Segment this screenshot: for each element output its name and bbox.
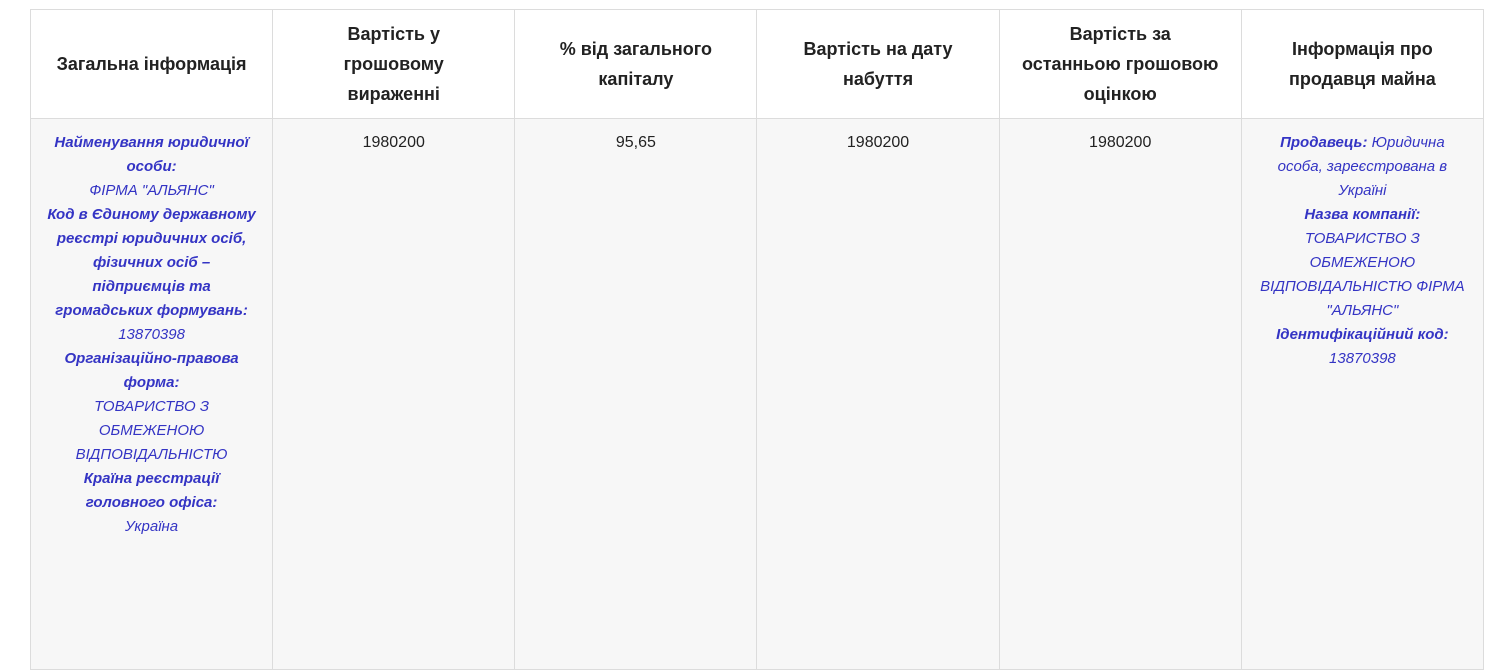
- column-header: Вартість на дату набуття: [756, 9, 1000, 119]
- info-group: Код в Єдиному державному реєстрі юридичн…: [45, 203, 258, 347]
- column-header: Вартість у грошовому вираженні: [272, 9, 516, 119]
- seller-item: Назва компанії: ТОВАРИСТВО З ОБМЕЖЕНОЮ В…: [1256, 203, 1469, 323]
- column-header: % від загального капіталу: [514, 9, 758, 119]
- cell: 1980200: [272, 118, 516, 670]
- column-header: Інформація про продавця майна: [1240, 9, 1485, 119]
- info-label: Організаційно-правова форма:: [64, 350, 239, 391]
- cell: 95,65: [514, 118, 758, 670]
- seller-item: Ідентифікаційний код: 13870398: [1256, 323, 1469, 371]
- seller-value: Юридична особа, зареєстрована в Україні: [1277, 134, 1448, 199]
- info-label: Код в Єдиному державному реєстрі юридичн…: [47, 206, 256, 319]
- cell: 1980200: [998, 118, 1242, 670]
- header-row: Загальна інформація Вартість у грошовому …: [29, 9, 1485, 119]
- info-value: Україна: [125, 518, 179, 535]
- label-line: Організаційно-правова форма:: [45, 347, 258, 395]
- cell: 1980200: [756, 118, 1000, 670]
- last-valuation: 1980200: [1089, 134, 1152, 151]
- data-row: Найменування юридичної особи: ФІРМА "АЛЬЯ…: [29, 118, 1485, 670]
- seller-label: Продавець:: [1280, 134, 1368, 151]
- info-group: Найменування юридичної особи: ФІРМА "АЛЬЯ…: [45, 131, 258, 203]
- monetary-value: 1980200: [362, 134, 425, 151]
- label-line: Код в Єдиному державному реєстрі юридичн…: [45, 203, 258, 323]
- info-label: Найменування юридичної особи:: [54, 134, 249, 175]
- page: {"table": { "header": ["Загальна інформа…: [29, 9, 1485, 670]
- info-label: Країна реєстрації головного офіса:: [83, 470, 220, 511]
- capital-percent: 95,65: [615, 134, 656, 151]
- acquisition-value: 1980200: [846, 134, 910, 151]
- seller-cell: Продавець: Юридична особа, зареєстрована…: [1240, 118, 1485, 670]
- label-line: Найменування юридичної особи:: [45, 131, 258, 179]
- info-value: ТОВАРИСТВО З ОБМЕЖЕНОЮ ВІДПОВІДАЛЬНІСТЮ: [75, 398, 228, 463]
- info-group: Країна реєстрації головного офіса: Україн…: [45, 467, 258, 539]
- seller-value: 13870398: [1329, 350, 1396, 367]
- label-line: Країна реєстрації головного офіса:: [45, 467, 258, 515]
- general-info-cell: Найменування юридичної особи: ФІРМА "АЛЬЯ…: [29, 118, 274, 670]
- column-header: Вартість за останньою грошовою оцінкою: [998, 9, 1242, 119]
- info-group: Організаційно-правова форма: ТОВАРИСТВО З…: [45, 347, 258, 467]
- body: Загальна інформація Вартість у грошовому …: [29, 9, 1485, 670]
- assets-table: Загальна інформація Вартість у грошовому …: [29, 9, 1485, 670]
- seller-label: Назва компанії:: [1304, 206, 1421, 223]
- seller-value: ТОВАРИСТВО З ОБМЕЖЕНОЮ ВІДПОВІДАЛЬНІСТЮ …: [1260, 230, 1465, 319]
- info-value: ФІРМА "АЛЬЯНС": [89, 182, 214, 199]
- column-header: Загальна інформація: [29, 9, 274, 119]
- seller-label: Ідентифікаційний код:: [1276, 326, 1449, 343]
- seller-item: Продавець: Юридична особа, зареєстрована…: [1256, 131, 1469, 203]
- info-value: 13870398: [118, 326, 185, 343]
